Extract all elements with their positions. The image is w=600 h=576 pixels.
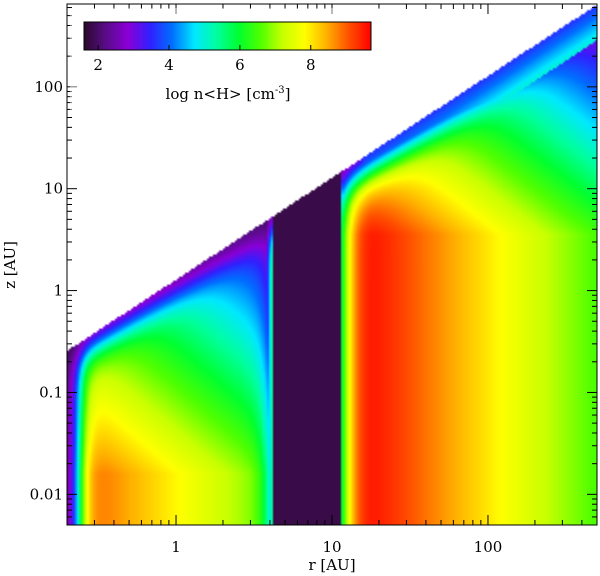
colorbar-tick-label: 2 <box>93 56 103 74</box>
y-tick-label: 0.1 <box>39 383 63 401</box>
y-tick-label: 1 <box>53 282 63 300</box>
y-axis-label: z [AU] <box>1 241 19 289</box>
x-tick-label: 10 <box>322 538 341 556</box>
colorbar-label-close: ] <box>285 85 291 103</box>
y-tick-label: 10 <box>44 180 63 198</box>
y-tick-label: 100 <box>34 78 63 96</box>
colorbar: 2 4 6 8 log n<H> [cm-3] <box>70 8 388 112</box>
x-ticks: 1 10 100 <box>66 4 598 556</box>
colorbar-gradient <box>84 22 371 50</box>
colorbar-frame <box>83 21 372 51</box>
y-ticks: 0.01 0.1 1 10 100 <box>30 7 597 526</box>
density-heatmap <box>67 4 597 525</box>
colorbar-ticks: 2 4 6 8 <box>93 45 316 74</box>
x-axis-label: r [AU] <box>308 556 355 574</box>
colorbar-label: log n<H> [cm-3] <box>166 85 291 103</box>
y-tick-label: 0.01 <box>30 485 63 503</box>
colorbar-label-main: log n<H> [cm <box>166 85 275 103</box>
x-tick-label: 100 <box>474 538 503 556</box>
colorbar-label-exponent: -3 <box>275 85 285 96</box>
colorbar-tick-label: 8 <box>306 56 316 74</box>
colorbar-tick-label: 6 <box>235 56 245 74</box>
x-tick-label: 1 <box>171 538 181 556</box>
colorbar-tick-label: 4 <box>164 56 174 74</box>
plot-area: 1 10 100 0.01 0.1 1 10 100 <box>30 3 598 556</box>
